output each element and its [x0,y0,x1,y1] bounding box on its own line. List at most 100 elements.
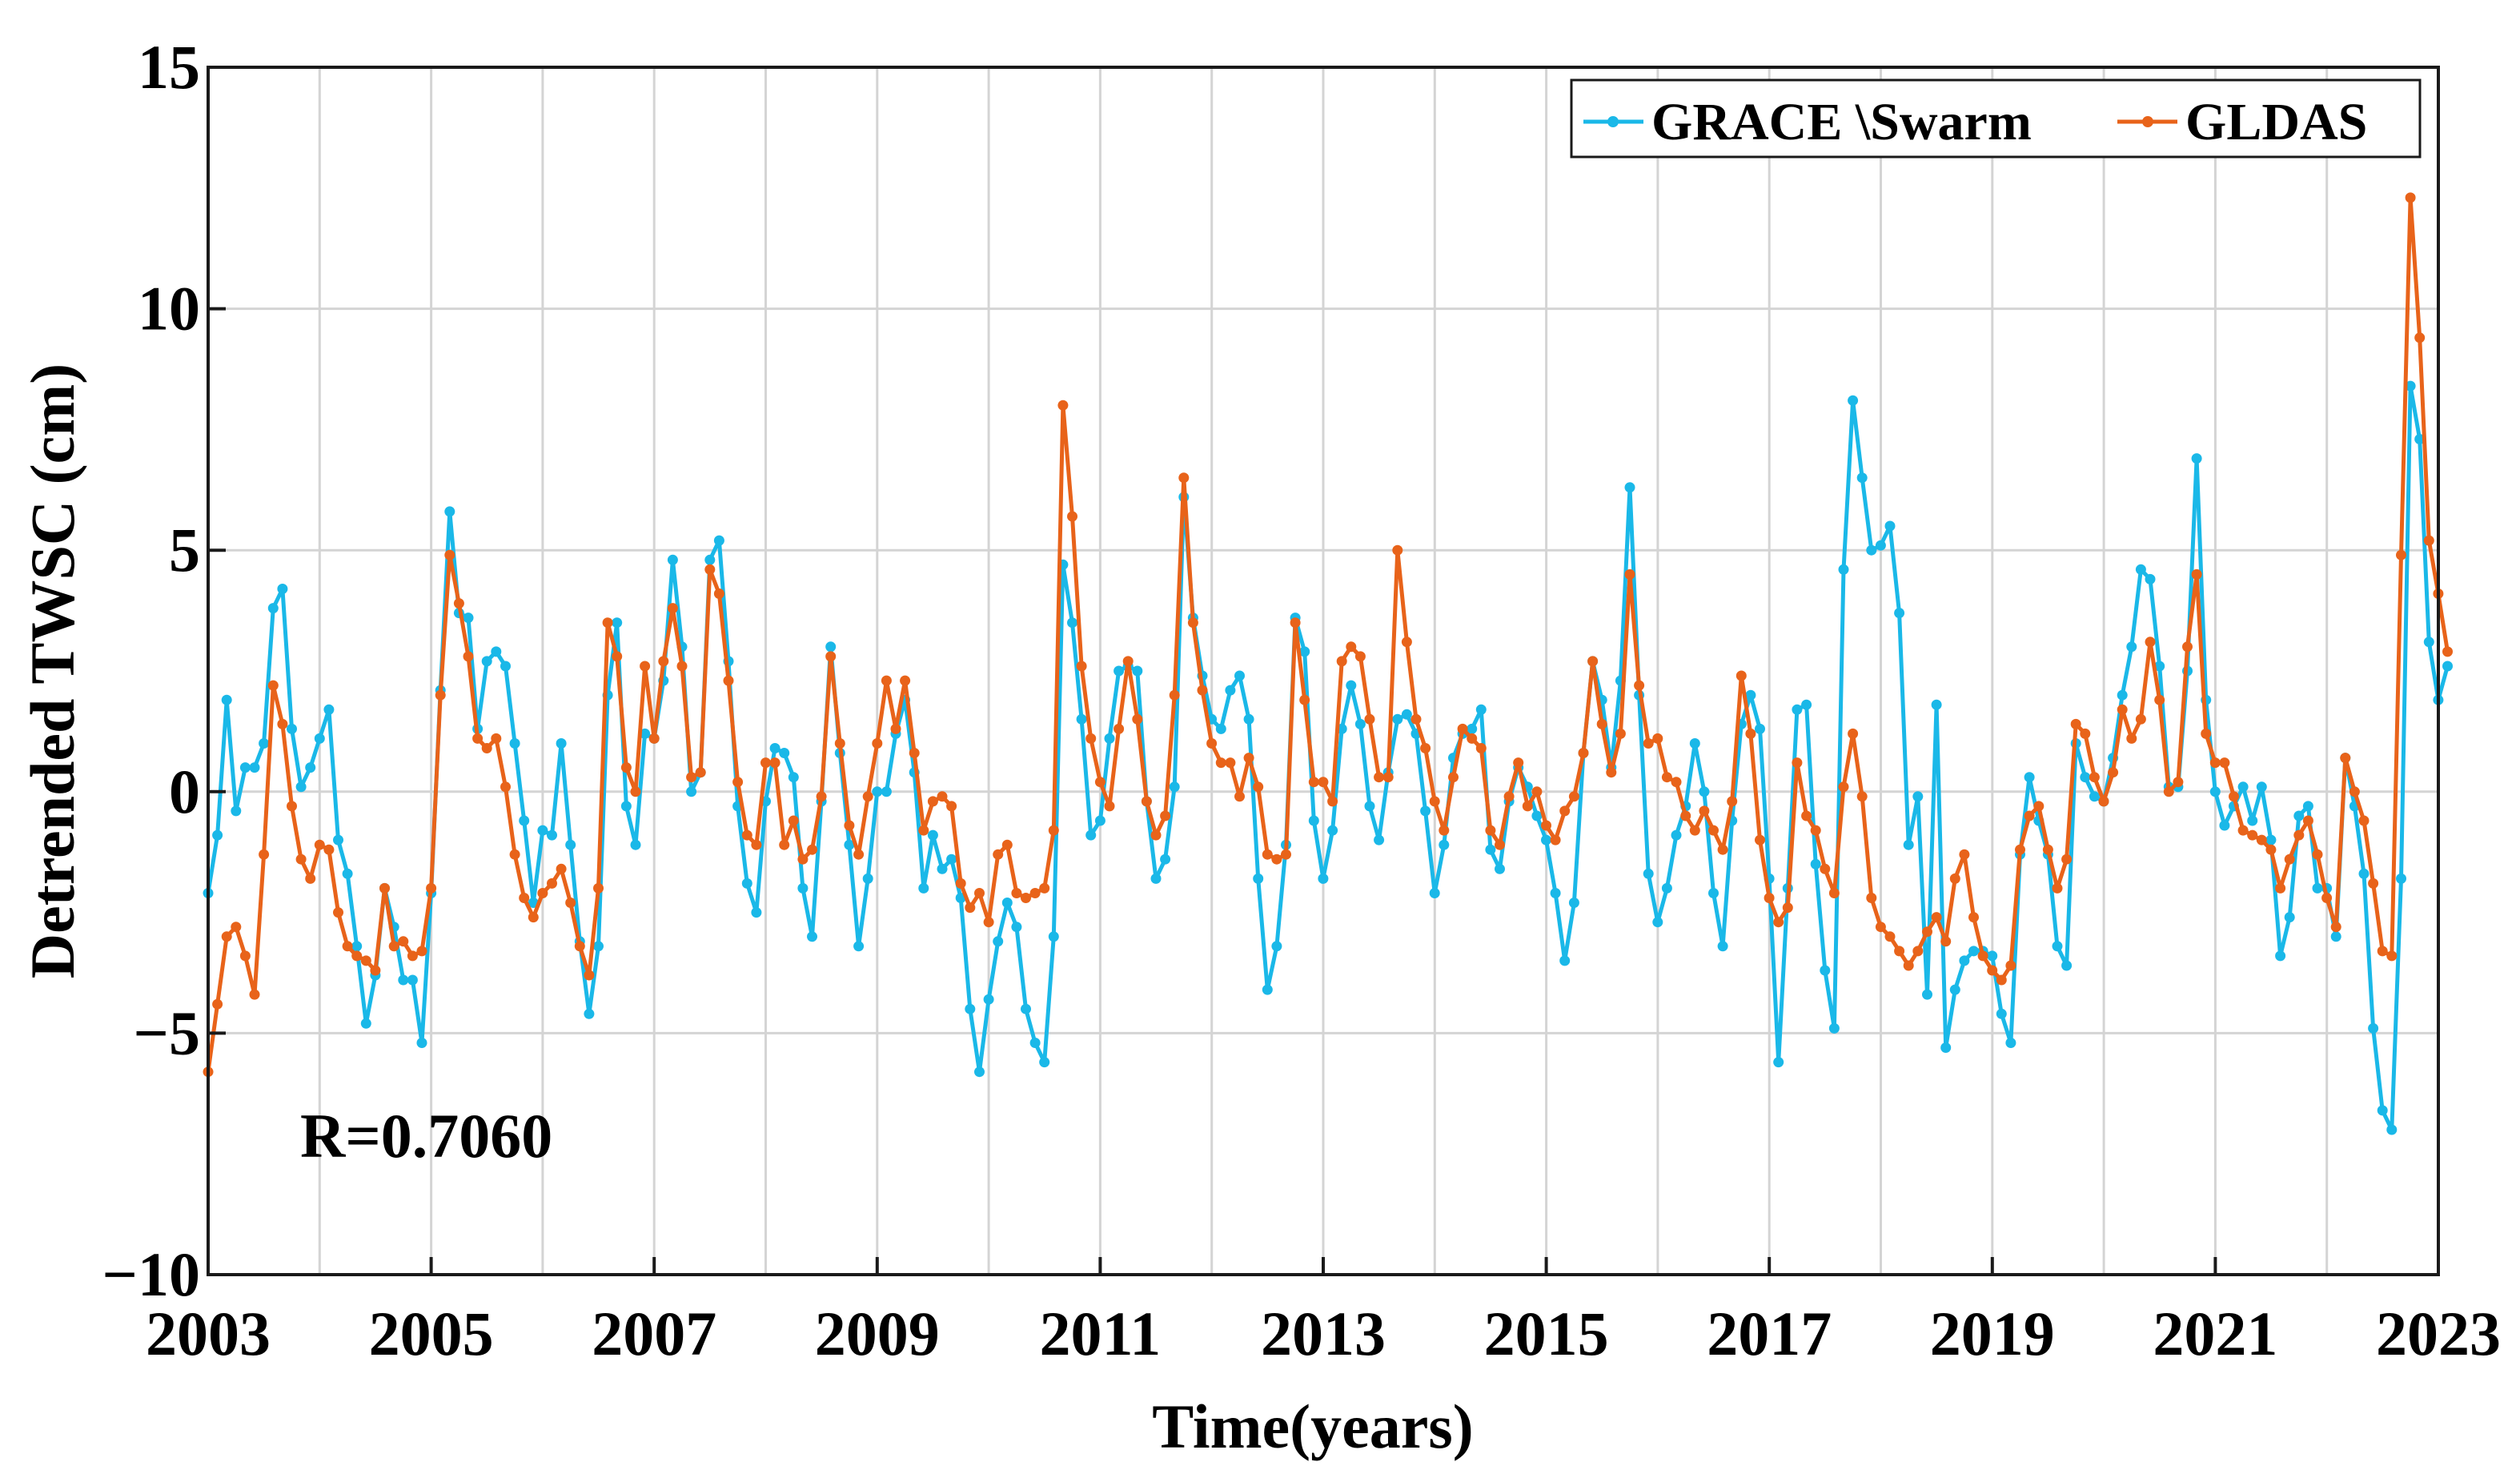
grace-swarm-point [1364,801,1375,812]
grace-swarm-point [1949,984,1960,995]
gldas-point [1727,796,1738,807]
y-axis-label: Detrended TWSC (cm) [18,363,87,978]
gldas-point [1661,772,1672,783]
grace-swarm-point [1755,723,1765,734]
grace-swarm-point [1884,520,1896,532]
gldas-point [1336,656,1347,667]
grace-swarm-point [946,853,957,865]
gldas-point [658,656,669,667]
gldas-point [2330,922,2341,933]
grace-swarm-point [267,603,279,614]
gldas-point [2182,641,2193,653]
gldas-point [1495,839,1505,850]
gldas-point [2237,825,2249,836]
gldas-point [788,815,799,826]
gldas-point [2089,772,2100,783]
gldas-point [1513,757,1524,769]
grid [208,67,2438,1275]
gldas-point [1392,544,1403,556]
grace-swarm-point [463,612,474,624]
gldas-point [1838,781,1849,793]
gldas-point [342,941,353,952]
grace-swarm-point [2191,453,2202,464]
gldas-point [2321,893,2333,903]
grace-swarm-point [667,554,678,565]
grace-swarm-point [2265,834,2277,845]
gldas-point [1467,733,1478,744]
grace-swarm-point [797,882,809,894]
grace-swarm-point [1968,946,1979,957]
grace-swarm-point [1467,723,1478,734]
grace-swarm-point [704,554,716,565]
grace-swarm-point [1262,984,1273,995]
grace-swarm-point [1652,917,1663,928]
legend: GRACE \Swarm GLDAS [1570,78,2422,159]
r-annotation: R=0.7060 [300,1101,552,1171]
gldas-point [686,772,697,783]
grace-swarm-point [844,839,855,850]
grace-swarm-point [509,738,520,749]
gldas-point [1410,713,1422,725]
grace-swarm-point [1792,704,1803,715]
grace-swarm-point [1354,718,1366,729]
grace-swarm-point [2005,1038,2016,1048]
grace-swarm-point [1624,482,1635,493]
gldas-point [1773,917,1784,928]
grace-swarm-point [713,535,724,546]
grace-swarm-point [2061,960,2073,971]
grace-swarm-point [2154,661,2165,672]
gldas-point [760,757,771,769]
gldas-point [751,839,762,850]
gldas-point [2201,728,2212,739]
grace-swarm-point [2219,820,2230,831]
gldas-point [565,898,576,908]
gldas-point [1308,777,1319,788]
grace-swarm-point [1132,665,1143,677]
gldas-point [1225,757,1236,769]
y-tick-label: −10 [102,1239,200,1309]
gldas-point [741,829,752,841]
grace-swarm-point [1234,670,1245,681]
grace-swarm-point [927,829,938,841]
gldas-point [1401,637,1412,648]
gldas-point [2368,878,2379,889]
gldas-point [1894,946,1905,957]
gldas-point [249,989,260,1000]
gldas-point [648,733,660,744]
grace-swarm-point [1838,564,1849,575]
gldas-point [360,955,371,966]
gldas-point [277,718,288,729]
gldas-point [1122,656,1134,667]
gldas-point [1550,834,1561,845]
grace-swarm-point [1346,680,1357,691]
grace-swarm-point [259,738,270,749]
gldas-point [1875,922,1886,933]
gldas-point [2293,829,2305,841]
grace-swarm-point [2080,772,2091,783]
gldas-point [2098,796,2109,807]
grace-swarm-point [1940,1042,1952,1053]
grace-swarm-point [1745,689,1756,701]
gldas-point [1457,723,1468,734]
grace-swarm-point [686,786,697,797]
gldas-point [212,998,223,1010]
gldas-point [453,598,464,609]
gldas-point [713,588,724,599]
gldas-point [1792,757,1803,769]
gldas-point [1039,882,1050,894]
grace-swarm-point [2330,931,2341,942]
grace-swarm-point [333,834,343,845]
x-tick-label: 2005 [369,1299,494,1368]
gldas-point [1187,617,1198,629]
grace-swarm-point [1699,786,1710,797]
gldas-point [1011,888,1022,898]
grace-swarm-point [593,941,604,952]
legend-marker-grace [1607,116,1619,127]
gldas-point [2358,815,2370,826]
gldas-point [1717,844,1728,855]
grace-swarm-point [620,801,632,812]
grace-swarm-point [1021,1003,1031,1014]
gldas-point [1671,777,1682,788]
grace-swarm-point [1531,810,1543,821]
gldas-point [2312,849,2323,860]
